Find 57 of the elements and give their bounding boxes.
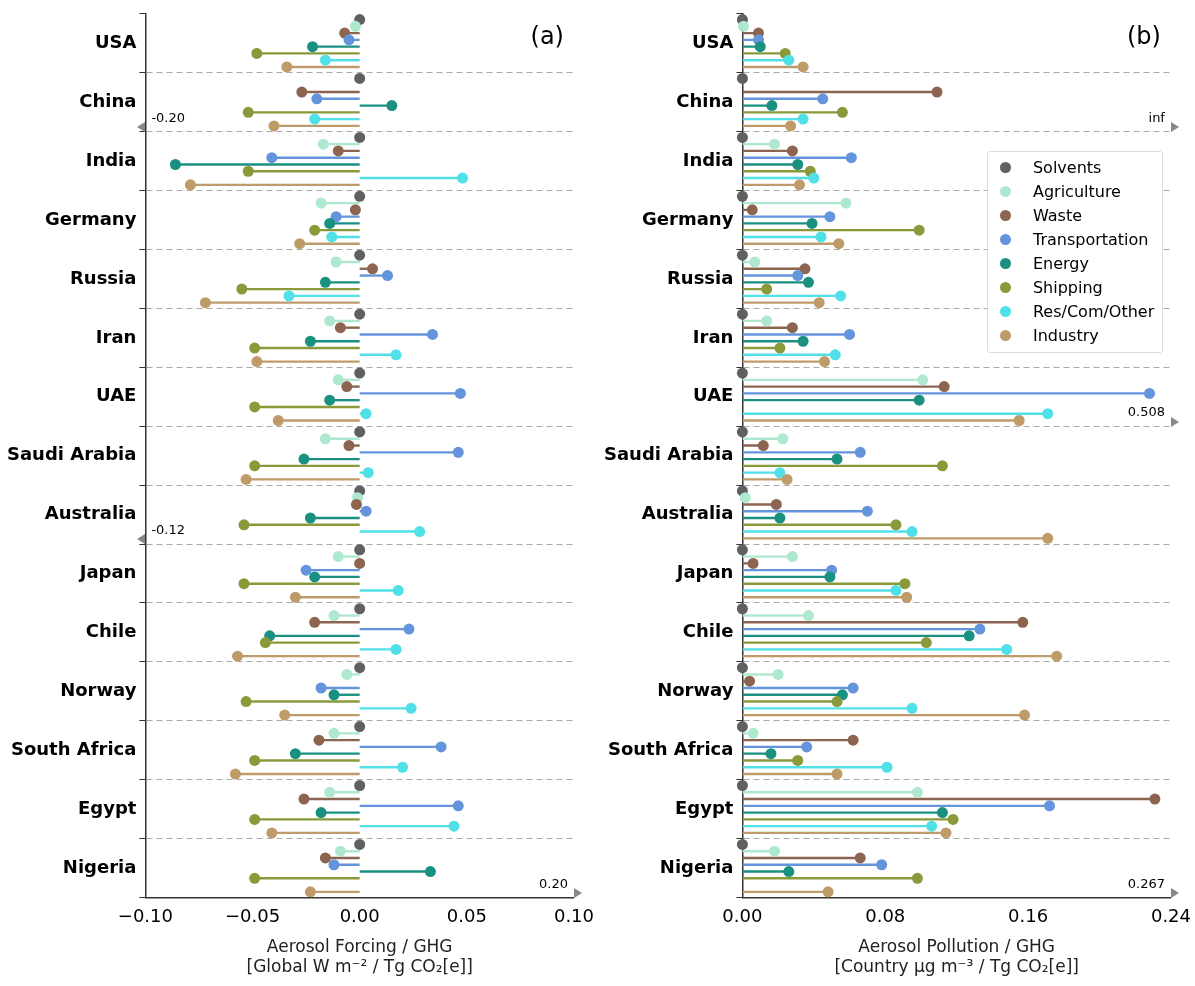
legend-label: Solvents	[1032, 158, 1102, 178]
x-tick-label: −0.10	[117, 905, 173, 927]
y-tick-label: Japan	[77, 561, 137, 583]
y-tick-label: Chile	[682, 620, 734, 642]
y-tick-label: Germany	[642, 207, 734, 229]
x-tick-label: −0.05	[224, 905, 281, 927]
annotation: -0.12	[151, 522, 186, 538]
annotation: 0.20	[539, 875, 568, 891]
y-tick-label: Russia	[69, 266, 137, 288]
y-tick-label: Nigeria	[659, 855, 734, 877]
y-tick-label: Saudi Arabia	[604, 443, 734, 465]
y-tick-label: Germany	[45, 207, 137, 229]
y-tick-label: Japan	[674, 561, 734, 583]
y-tick-label: UAE	[693, 384, 734, 406]
y-tick-label: Nigeria	[62, 855, 137, 877]
y-tick-label: Australia	[641, 502, 734, 524]
x-tick-label: 0.16	[1008, 905, 1049, 927]
y-tick-label: China	[676, 89, 734, 111]
legend-label: Shipping	[1032, 278, 1103, 298]
x-axis-title: Aerosol Forcing / GHG [Global W m⁻² / Tg CO₂[e]]	[246, 935, 473, 977]
y-tick-label: China	[79, 89, 137, 111]
x-tick-label: 0.08	[865, 905, 906, 927]
y-tick-label: USA	[691, 30, 734, 52]
y-tick-label: South Africa	[607, 737, 734, 759]
y-tick-label: Norway	[657, 679, 734, 701]
x-tick-label: 0.05	[446, 905, 487, 927]
legend-label: Agriculture	[1032, 182, 1121, 202]
y-tick-label: Norway	[60, 679, 137, 701]
legend-label: Res/Com/Other	[1032, 302, 1155, 322]
annotation: 0.508	[1127, 404, 1165, 420]
annotation: inf	[1148, 109, 1166, 125]
y-tick-label: South Africa	[10, 737, 137, 759]
x-tick-label: 0.00	[339, 905, 380, 927]
legend-label: Waste	[1032, 206, 1083, 226]
y-tick-label: Saudi Arabia	[7, 443, 137, 465]
x-tick-label: 0.00	[722, 905, 763, 927]
x-axis-title: Aerosol Pollution / GHG [Country μg m⁻³ / Tg CO₂[e]]	[834, 935, 1079, 977]
y-tick-label: Egypt	[675, 796, 734, 818]
y-tick-label: India	[85, 148, 137, 170]
legend-label: Transportation	[1032, 230, 1149, 250]
annotation: (b)	[1126, 22, 1161, 51]
y-tick-label: Chile	[85, 620, 137, 642]
y-tick-label: Russia	[666, 266, 734, 288]
annotation: 0.267	[1127, 875, 1165, 891]
y-tick-label: Egypt	[78, 796, 137, 818]
y-tick-label: Australia	[44, 502, 137, 524]
x-tick-label: 0.24	[1150, 905, 1191, 927]
legend-label: Industry	[1032, 326, 1099, 346]
y-tick-label: Iran	[95, 325, 137, 347]
y-tick-label: UAE	[96, 384, 137, 406]
y-tick-label: India	[682, 148, 734, 170]
y-tick-label: Iran	[692, 325, 734, 347]
annotation: -0.20	[151, 109, 186, 125]
x-tick-label: 0.10	[553, 905, 594, 927]
legend-label: Energy	[1032, 254, 1089, 274]
annotation: (a)	[530, 22, 564, 51]
y-tick-label: USA	[94, 30, 137, 52]
